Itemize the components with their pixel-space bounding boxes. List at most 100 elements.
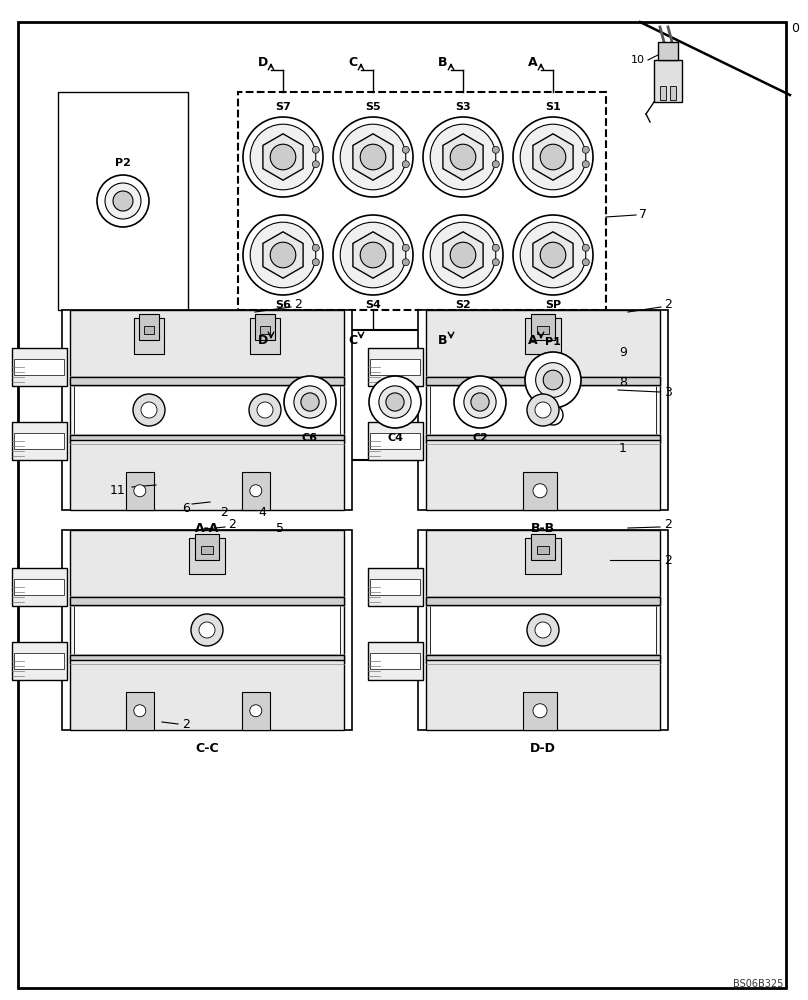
Bar (426, 600, 660, 660)
Bar (70, 310, 344, 380)
Bar (426, 655, 660, 663)
Polygon shape (353, 134, 393, 180)
Bar (195, 534, 219, 560)
Text: S7: S7 (276, 102, 291, 112)
Polygon shape (443, 232, 483, 278)
Bar (62, 530, 352, 730)
Text: 9: 9 (619, 346, 627, 359)
Bar (426, 380, 660, 440)
Text: 0: 0 (791, 21, 799, 34)
Circle shape (340, 222, 406, 288)
Circle shape (402, 244, 410, 251)
Bar (368, 642, 423, 680)
Text: 2: 2 (664, 554, 672, 566)
Bar (144, 326, 154, 334)
Circle shape (527, 394, 559, 426)
Circle shape (250, 705, 262, 717)
Circle shape (450, 144, 476, 170)
Text: C: C (348, 334, 358, 347)
Text: A: A (528, 334, 538, 347)
Polygon shape (353, 232, 393, 278)
Circle shape (97, 175, 149, 227)
Circle shape (543, 405, 563, 425)
Text: 8: 8 (619, 375, 627, 388)
Bar (126, 472, 154, 510)
Bar (368, 568, 423, 606)
Bar (430, 384, 656, 436)
Circle shape (369, 376, 421, 428)
Text: C-C: C-C (196, 742, 219, 754)
Text: 1: 1 (619, 442, 627, 454)
Bar (74, 384, 340, 436)
Bar (14, 359, 64, 375)
Text: B: B (438, 334, 448, 347)
Bar (242, 472, 270, 510)
Bar (531, 314, 555, 340)
Bar (426, 310, 660, 380)
Circle shape (492, 244, 499, 251)
Circle shape (250, 124, 316, 190)
Bar (426, 597, 660, 605)
Bar (242, 692, 270, 730)
Text: 2: 2 (182, 718, 190, 732)
Circle shape (535, 402, 551, 418)
Bar (418, 310, 668, 510)
Circle shape (543, 370, 563, 390)
Circle shape (294, 386, 326, 418)
Text: 5: 5 (276, 522, 284, 534)
Bar (670, 86, 676, 100)
Bar (70, 660, 344, 730)
Bar (14, 579, 64, 595)
Circle shape (243, 215, 323, 295)
Circle shape (471, 393, 489, 411)
Circle shape (250, 222, 316, 288)
Text: B-B: B-B (531, 522, 555, 534)
Circle shape (134, 485, 145, 497)
Text: SP: SP (545, 300, 561, 310)
Text: P1: P1 (545, 337, 561, 347)
Bar (12, 568, 67, 606)
Circle shape (313, 244, 319, 251)
Circle shape (492, 259, 499, 266)
Bar (525, 538, 561, 574)
Text: P2: P2 (115, 158, 131, 168)
Circle shape (333, 117, 413, 197)
Bar (426, 530, 660, 600)
Text: D: D (258, 334, 268, 347)
Text: 6: 6 (182, 502, 190, 514)
Circle shape (533, 484, 547, 498)
Circle shape (313, 161, 319, 168)
Text: BS06B325: BS06B325 (733, 979, 783, 989)
Bar (70, 380, 344, 440)
Bar (139, 314, 159, 340)
Circle shape (257, 402, 273, 418)
Text: 3: 3 (664, 385, 672, 398)
Text: C6: C6 (302, 433, 318, 443)
Bar (12, 422, 67, 460)
Text: 7: 7 (639, 209, 647, 222)
Polygon shape (263, 134, 303, 180)
Bar (255, 314, 275, 340)
Text: C: C (348, 55, 358, 68)
Bar (12, 348, 67, 386)
Bar (70, 597, 344, 605)
Text: C2: C2 (472, 433, 488, 443)
Circle shape (113, 191, 133, 211)
Text: 2: 2 (664, 518, 672, 532)
Bar (418, 530, 668, 730)
Text: S3: S3 (455, 102, 471, 112)
Circle shape (541, 242, 566, 268)
Circle shape (583, 244, 589, 251)
Bar (370, 433, 420, 449)
Circle shape (535, 622, 551, 638)
Text: S1: S1 (545, 102, 561, 112)
Bar (70, 600, 344, 660)
Bar (70, 655, 344, 663)
Polygon shape (443, 134, 483, 180)
Circle shape (301, 393, 319, 411)
Circle shape (313, 146, 319, 153)
Bar (58, 92, 188, 310)
Bar (426, 440, 660, 510)
Bar (12, 642, 67, 680)
Circle shape (284, 376, 336, 428)
